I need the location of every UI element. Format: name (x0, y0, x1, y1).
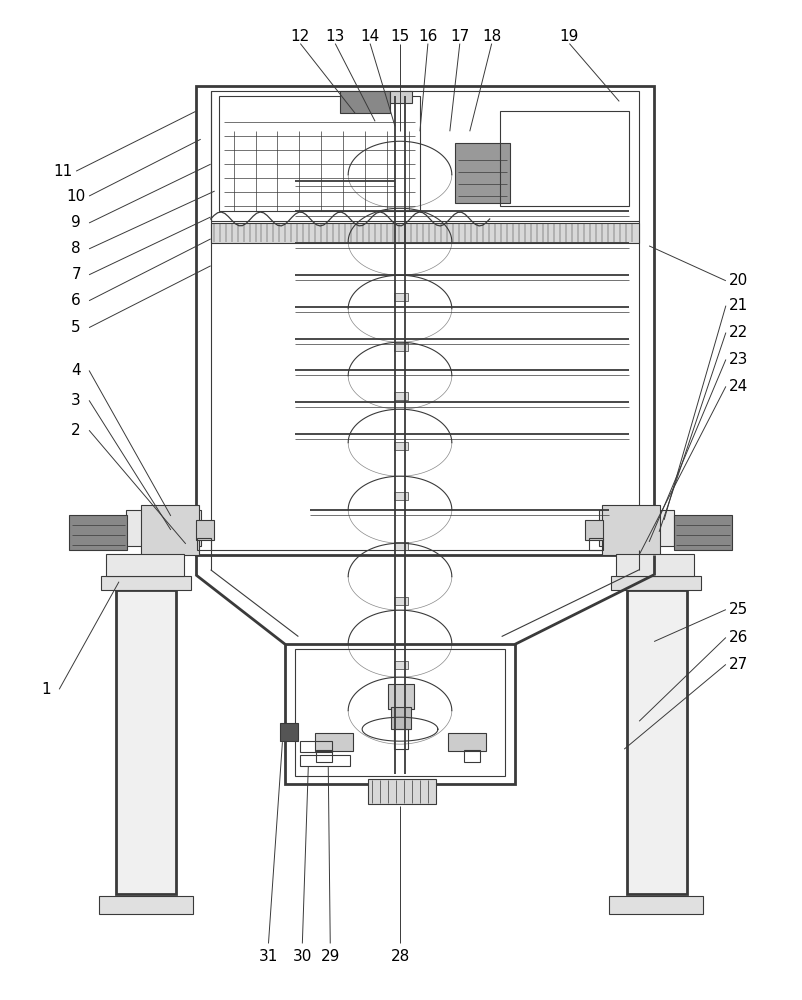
Text: 13: 13 (325, 29, 345, 44)
Text: 23: 23 (728, 352, 747, 367)
Text: 24: 24 (728, 379, 747, 394)
Text: 25: 25 (728, 602, 747, 617)
Text: 3: 3 (71, 393, 81, 408)
Bar (126, 510, 200, 546)
Bar (196, 86, 654, 555)
Text: 2: 2 (71, 423, 81, 438)
Bar (394, 597, 407, 605)
Text: 10: 10 (67, 189, 86, 204)
Bar (589, 538, 602, 550)
Bar (394, 711, 407, 719)
Text: 5: 5 (71, 320, 81, 335)
Bar (394, 442, 407, 450)
Bar (285, 644, 514, 784)
Bar (394, 343, 407, 351)
Bar (218, 96, 419, 211)
Bar (598, 510, 673, 546)
Text: 11: 11 (54, 164, 73, 179)
Bar (585, 520, 602, 540)
Bar (315, 733, 353, 751)
Bar (394, 392, 407, 400)
Bar (387, 684, 414, 709)
Bar (602, 505, 659, 555)
Bar (210, 91, 638, 550)
Bar (140, 505, 198, 555)
Bar (69, 515, 127, 550)
Text: 28: 28 (390, 949, 409, 964)
Bar (340, 91, 390, 113)
Bar (499, 111, 629, 206)
Text: 22: 22 (728, 325, 747, 340)
Text: 27: 27 (728, 657, 747, 672)
Bar (394, 293, 407, 301)
Bar (394, 729, 407, 749)
Text: 18: 18 (481, 29, 500, 44)
Bar (99, 896, 192, 914)
Text: 17: 17 (450, 29, 469, 44)
Bar (673, 515, 731, 550)
Text: 8: 8 (71, 241, 81, 256)
Bar (300, 755, 350, 766)
Bar (210, 223, 638, 243)
Bar (394, 492, 407, 500)
Text: 29: 29 (320, 949, 339, 964)
Text: 7: 7 (71, 267, 81, 282)
Bar (115, 590, 176, 894)
Bar (300, 741, 332, 752)
Text: 31: 31 (258, 949, 277, 964)
Text: 15: 15 (390, 29, 409, 44)
Text: 4: 4 (71, 363, 81, 378)
Bar (464, 750, 479, 762)
Bar (454, 143, 509, 203)
Text: 1: 1 (42, 682, 51, 697)
Text: 21: 21 (728, 298, 747, 313)
Text: 9: 9 (71, 215, 81, 230)
Bar (101, 576, 191, 590)
Bar (615, 554, 693, 576)
Text: 14: 14 (360, 29, 379, 44)
Bar (626, 590, 687, 894)
Text: 16: 16 (418, 29, 437, 44)
Bar (391, 707, 411, 729)
Bar (610, 576, 700, 590)
Text: 30: 30 (292, 949, 312, 964)
Bar (196, 520, 213, 540)
Bar (394, 661, 407, 669)
Text: 26: 26 (728, 630, 747, 645)
Text: 6: 6 (71, 293, 81, 308)
Bar (367, 779, 435, 804)
Text: 12: 12 (290, 29, 310, 44)
Bar (106, 554, 184, 576)
Bar (196, 538, 210, 550)
Text: 19: 19 (559, 29, 578, 44)
Bar (448, 733, 485, 751)
Bar (394, 542, 407, 550)
Bar (295, 649, 504, 776)
Bar (390, 91, 411, 103)
Text: 20: 20 (728, 273, 747, 288)
Bar (609, 896, 702, 914)
Bar (280, 723, 298, 741)
Bar (316, 750, 332, 762)
